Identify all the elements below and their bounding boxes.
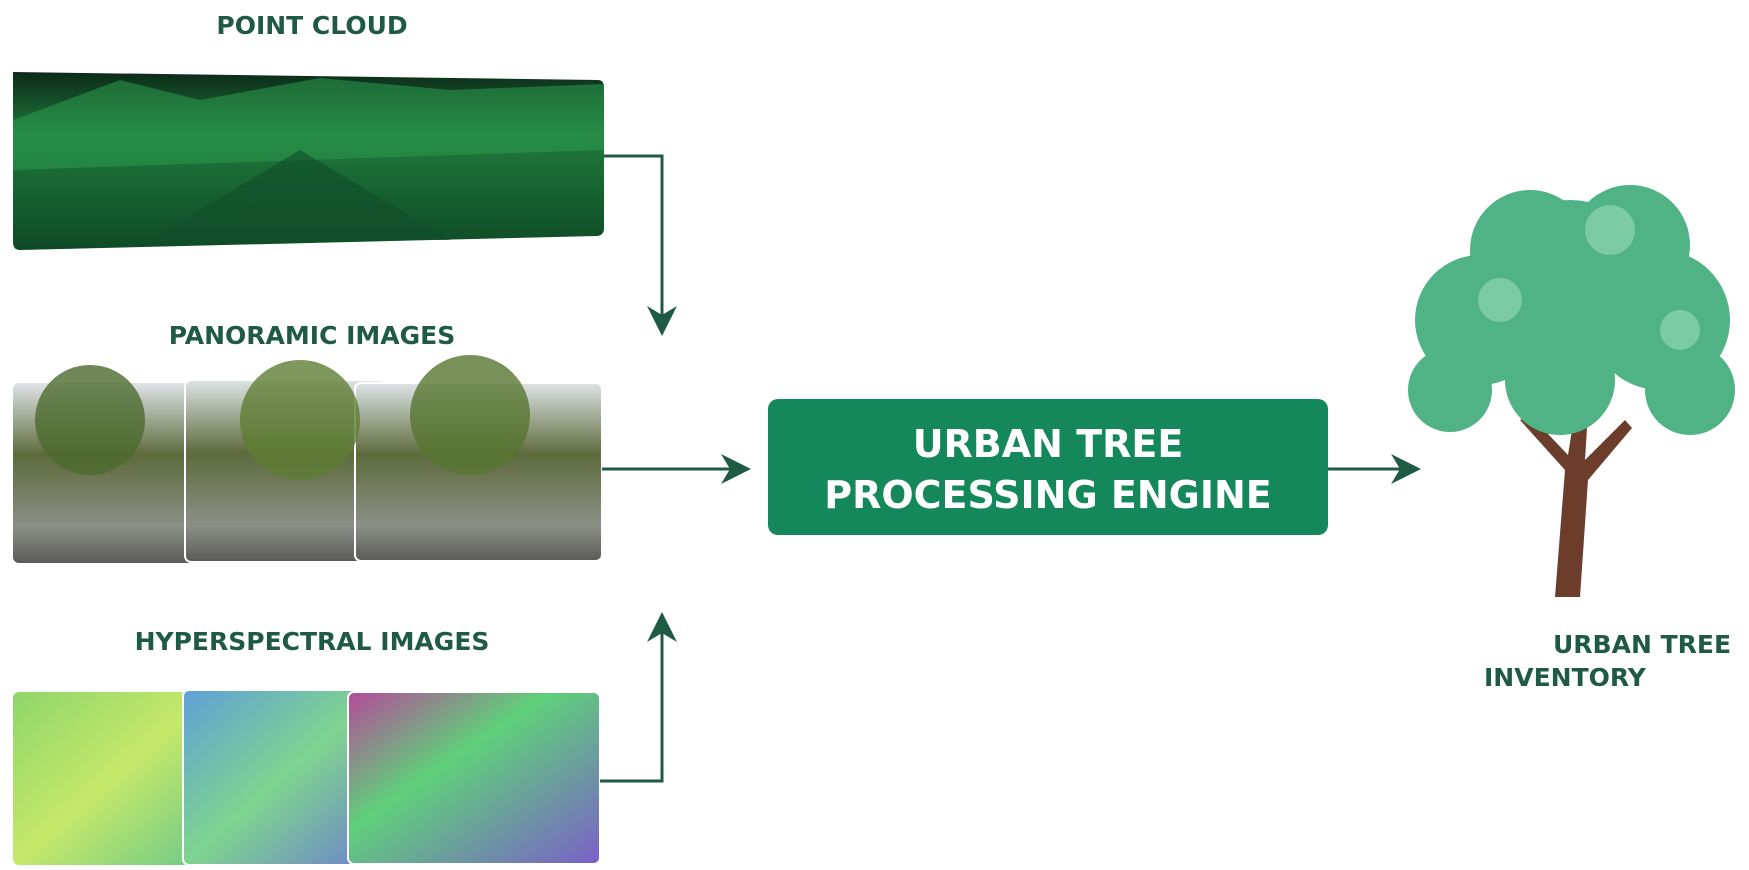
point-cloud-image bbox=[13, 72, 604, 250]
tree-icon bbox=[1408, 185, 1735, 597]
diagram: POINT CLOUD PANORAMIC IMAGES HYPERSPECTR… bbox=[0, 0, 1749, 870]
panoramic-images bbox=[13, 355, 602, 563]
input-label: POINT CLOUD bbox=[216, 11, 407, 40]
input-label: PANORAMIC IMAGES bbox=[169, 321, 456, 350]
input-label: HYPERSPECTRAL IMAGES bbox=[135, 627, 490, 656]
engine-label: PROCESSING ENGINE bbox=[824, 473, 1272, 517]
engine-label: URBAN TREE bbox=[913, 422, 1184, 466]
output-label: URBAN TREE bbox=[1553, 630, 1731, 659]
output-label: INVENTORY bbox=[1484, 663, 1647, 692]
hyperspectral-images bbox=[13, 690, 600, 865]
